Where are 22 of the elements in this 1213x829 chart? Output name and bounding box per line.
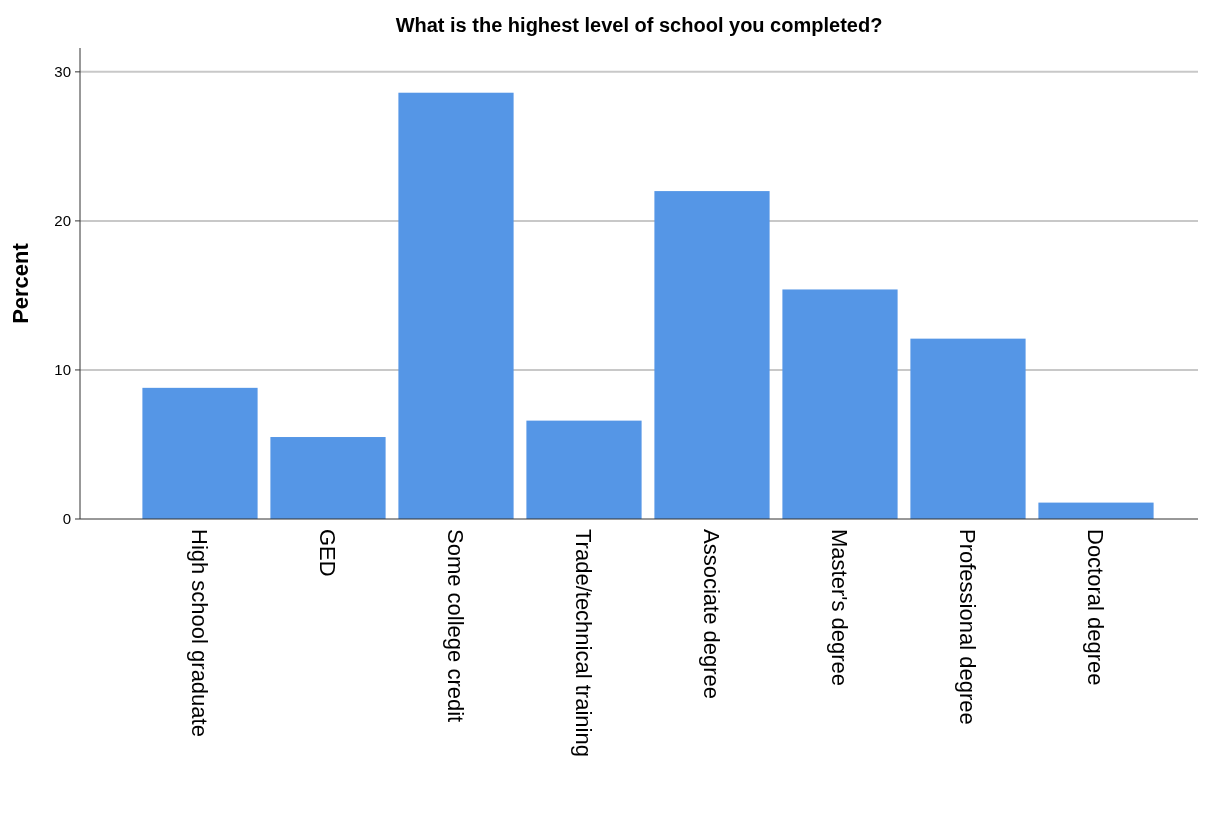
chart-title: What is the highest level of school you completed?	[395, 14, 883, 36]
x-tick-label: Doctoral degree	[1083, 529, 1109, 686]
x-tick-label: High school graduate	[187, 529, 213, 737]
bar	[654, 191, 770, 519]
x-tick-label: Professional degree	[955, 529, 981, 725]
x-tick-label: Master's degree	[827, 529, 853, 687]
bar	[270, 437, 386, 519]
y-tick-label: 30	[54, 63, 71, 81]
y-axis-title: Percent	[8, 242, 33, 324]
x-tick-label: Trade/technical training	[571, 529, 597, 757]
bar	[1038, 502, 1154, 519]
bar	[526, 420, 642, 519]
bar	[782, 289, 898, 519]
y-tick-label: 0	[62, 510, 71, 528]
x-tick-label: GED	[315, 529, 341, 577]
y-tick-label: 20	[54, 212, 71, 230]
bar	[910, 338, 1026, 519]
bar	[398, 92, 514, 519]
x-tick-label: Some college credit	[443, 529, 469, 723]
y-tick-label: 10	[54, 361, 71, 379]
x-tick-label: Associate degree	[699, 529, 725, 699]
bar	[142, 387, 258, 519]
